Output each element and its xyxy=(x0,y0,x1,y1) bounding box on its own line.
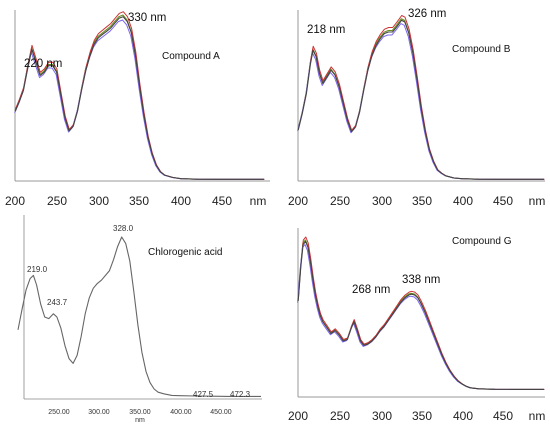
x-unit-label: nm xyxy=(529,409,546,423)
x-tick-label: 400 xyxy=(171,194,191,208)
peak-label: 268 nm xyxy=(352,284,390,296)
x-tick-label: 400 xyxy=(453,194,473,208)
x-tick-label: 250 xyxy=(330,194,350,208)
x-tick-label: 300 xyxy=(89,194,109,208)
x-tick-label: 400 xyxy=(453,409,473,423)
panel-title: Compound A xyxy=(162,51,220,62)
panel-title: Compound G xyxy=(452,236,512,247)
peak-label: 328.0 xyxy=(113,224,134,233)
spectrum-line xyxy=(14,19,264,180)
spectrum-line xyxy=(17,236,261,397)
x-unit-label: nm xyxy=(250,194,267,208)
peak-label: 219.0 xyxy=(27,265,48,274)
spectrum-line xyxy=(297,19,545,180)
x-tick-label: 200 xyxy=(5,194,25,208)
panel-title: Compound B xyxy=(452,44,511,55)
spectrum-line xyxy=(297,240,545,390)
peak-label: 243.7 xyxy=(47,298,68,307)
series-lines xyxy=(297,236,545,390)
x-tick-label: 300 xyxy=(372,194,392,208)
peak-label: 472.3 xyxy=(230,390,251,399)
x-tick-label: 450 xyxy=(493,194,513,208)
panel-compound-b: Compound B 218 nm 326 nm 200 250 300 350… xyxy=(288,8,545,208)
peak-label: 338 nm xyxy=(402,274,440,286)
x-tick-label: 200 xyxy=(288,194,308,208)
panel-title: Chlorogenic acid xyxy=(148,247,223,258)
spectrum-line xyxy=(297,239,544,390)
spectrum-line xyxy=(297,18,544,180)
spectrum-line xyxy=(14,14,264,180)
x-unit-label: nm xyxy=(135,417,145,424)
series-lines xyxy=(14,11,265,180)
x-tick-label: 450 xyxy=(493,409,513,423)
x-tick-label: 250 xyxy=(47,194,67,208)
peak-label: 326 nm xyxy=(408,8,446,20)
x-tick-label: 450 xyxy=(212,194,232,208)
spectrum-line xyxy=(297,15,545,180)
spectrum-line xyxy=(14,16,265,180)
peak-label: 427.5 xyxy=(193,390,214,399)
x-tick-label: 250.00 xyxy=(48,409,70,416)
peak-label: 220 nm xyxy=(24,58,62,70)
x-tick-label: 350 xyxy=(129,194,149,208)
x-unit-label: nm xyxy=(529,194,546,208)
spectrum-line xyxy=(297,244,544,390)
x-tick-label: 200 xyxy=(288,409,308,423)
panel-compound-a: Compound A 220 nm 330 nm 200 250 300 350… xyxy=(5,10,270,208)
x-tick-label: 350 xyxy=(412,194,432,208)
x-tick-label: 350.00 xyxy=(129,409,151,416)
series-lines xyxy=(17,236,261,397)
x-tick-label: 350 xyxy=(412,409,432,423)
peak-label: 218 nm xyxy=(307,24,345,36)
x-tick-label: 300.00 xyxy=(88,409,110,416)
x-tick-label: 300 xyxy=(372,409,392,423)
spectrum-line xyxy=(297,236,545,390)
peak-label: 330 nm xyxy=(128,12,166,24)
series-lines xyxy=(297,15,545,180)
panel-chlorogenic-acid: Chlorogenic acid 219.0 243.7 328.0 427.5… xyxy=(17,215,262,424)
panel-compound-g: Compound G 268 nm 338 nm 200 250 300 350… xyxy=(288,228,545,423)
x-tick-label: 450.00 xyxy=(210,409,232,416)
x-tick-label: 400.00 xyxy=(170,409,192,416)
x-tick-label: 250 xyxy=(330,409,350,423)
